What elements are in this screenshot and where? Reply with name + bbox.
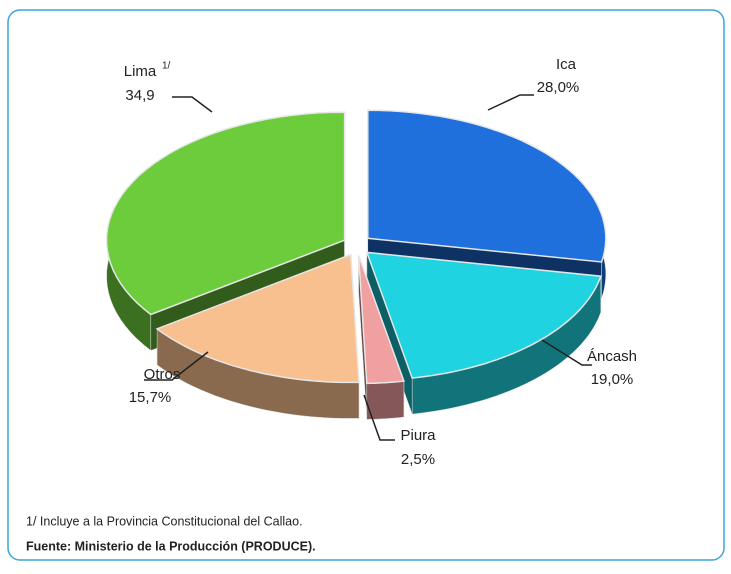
slice (155, 253, 360, 384)
value-label: 15,7% (129, 389, 172, 406)
slice-label: Ica (556, 56, 577, 73)
value-label: 34,9 (125, 87, 154, 104)
value-label: 2,5% (401, 451, 435, 468)
slice-label: Piura (400, 427, 436, 444)
slice (367, 109, 607, 263)
value-label: 19,0% (591, 371, 634, 388)
leader-line (487, 94, 534, 111)
value-label: 28,0% (537, 79, 580, 96)
slice (357, 255, 405, 385)
leader-line (172, 96, 213, 113)
leader-line (541, 339, 592, 366)
slice-label: Otros (144, 366, 181, 383)
leader-line (144, 351, 209, 381)
label-superscript: 1/ (162, 61, 171, 72)
slice (365, 251, 602, 379)
slice (105, 111, 346, 316)
slice-side (366, 380, 405, 420)
frame (7, 9, 725, 561)
leader-line (363, 394, 395, 441)
slice-label: Lima (124, 63, 157, 80)
source: Fuente: Ministerio de la Producción (PRO… (26, 539, 316, 553)
footnote: 1/ Incluye a la Provincia Constitucional… (26, 514, 303, 528)
slice-label: Áncash (587, 348, 637, 365)
